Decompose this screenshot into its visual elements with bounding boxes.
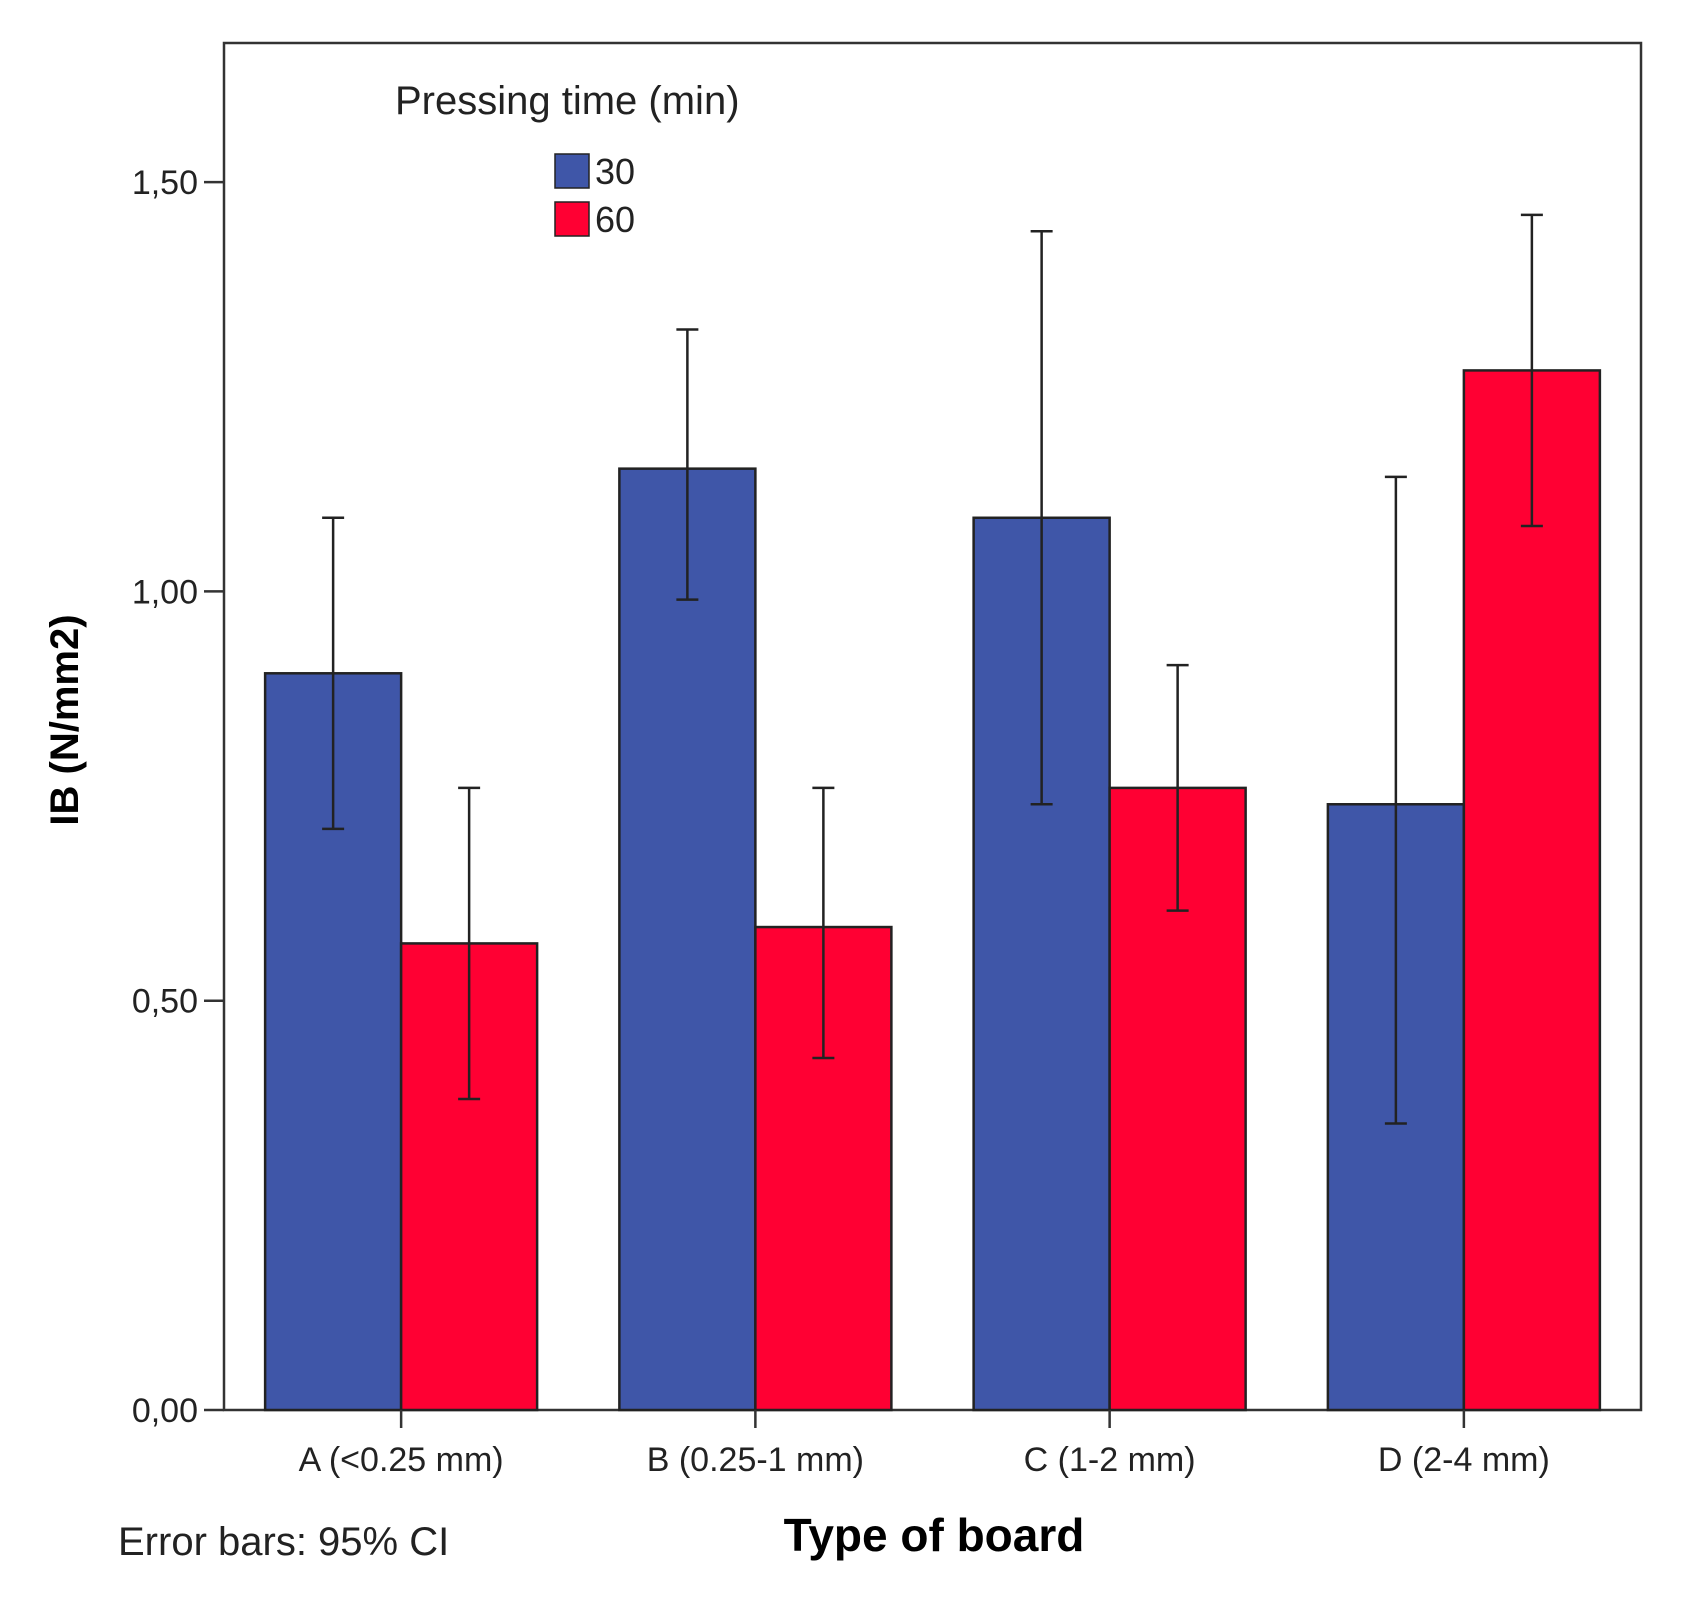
- legend-swatch-60: [554, 201, 590, 237]
- bar-60-c: [1108, 786, 1247, 1412]
- x-tick-label: A (<0.25 mm): [299, 1441, 504, 1479]
- legend-swatch-30: [554, 153, 590, 189]
- x-tick-label: D (2-4 mm): [1378, 1441, 1550, 1479]
- x-tick-label: C (1-2 mm): [1024, 1441, 1196, 1479]
- legend-label-30: 30: [595, 151, 635, 192]
- y-axis-title: IB (N/mm2): [43, 614, 87, 825]
- bars-group: [263, 369, 1602, 1412]
- axes-group: [222, 41, 1643, 1412]
- y-tick-label: 1,00: [132, 573, 198, 611]
- legend-title: Pressing time (min): [395, 79, 740, 123]
- bar-30-b: [618, 467, 757, 1412]
- y-tick-label: 0,50: [132, 983, 198, 1021]
- error-bars-note: Error bars: 95% CI: [118, 1520, 449, 1564]
- y-tick-label: 0,00: [132, 1392, 198, 1430]
- x-axis-title: Type of board: [784, 1509, 1085, 1561]
- x-tick-label: B (0.25-1 mm): [647, 1441, 864, 1479]
- legend-label-60: 60: [595, 199, 635, 240]
- plot-frame: [222, 41, 1643, 1412]
- legend: Pressing time (min) 30 60: [395, 79, 740, 240]
- y-tick-label: 1,50: [132, 164, 198, 202]
- bar-60-d: [1462, 369, 1602, 1412]
- errorbars-group: [322, 213, 1543, 1125]
- ticks-group: 0,00 0,50 1,00 1,50 A (<0.25 mm) B (0.25-1 mm…: [132, 164, 1550, 1479]
